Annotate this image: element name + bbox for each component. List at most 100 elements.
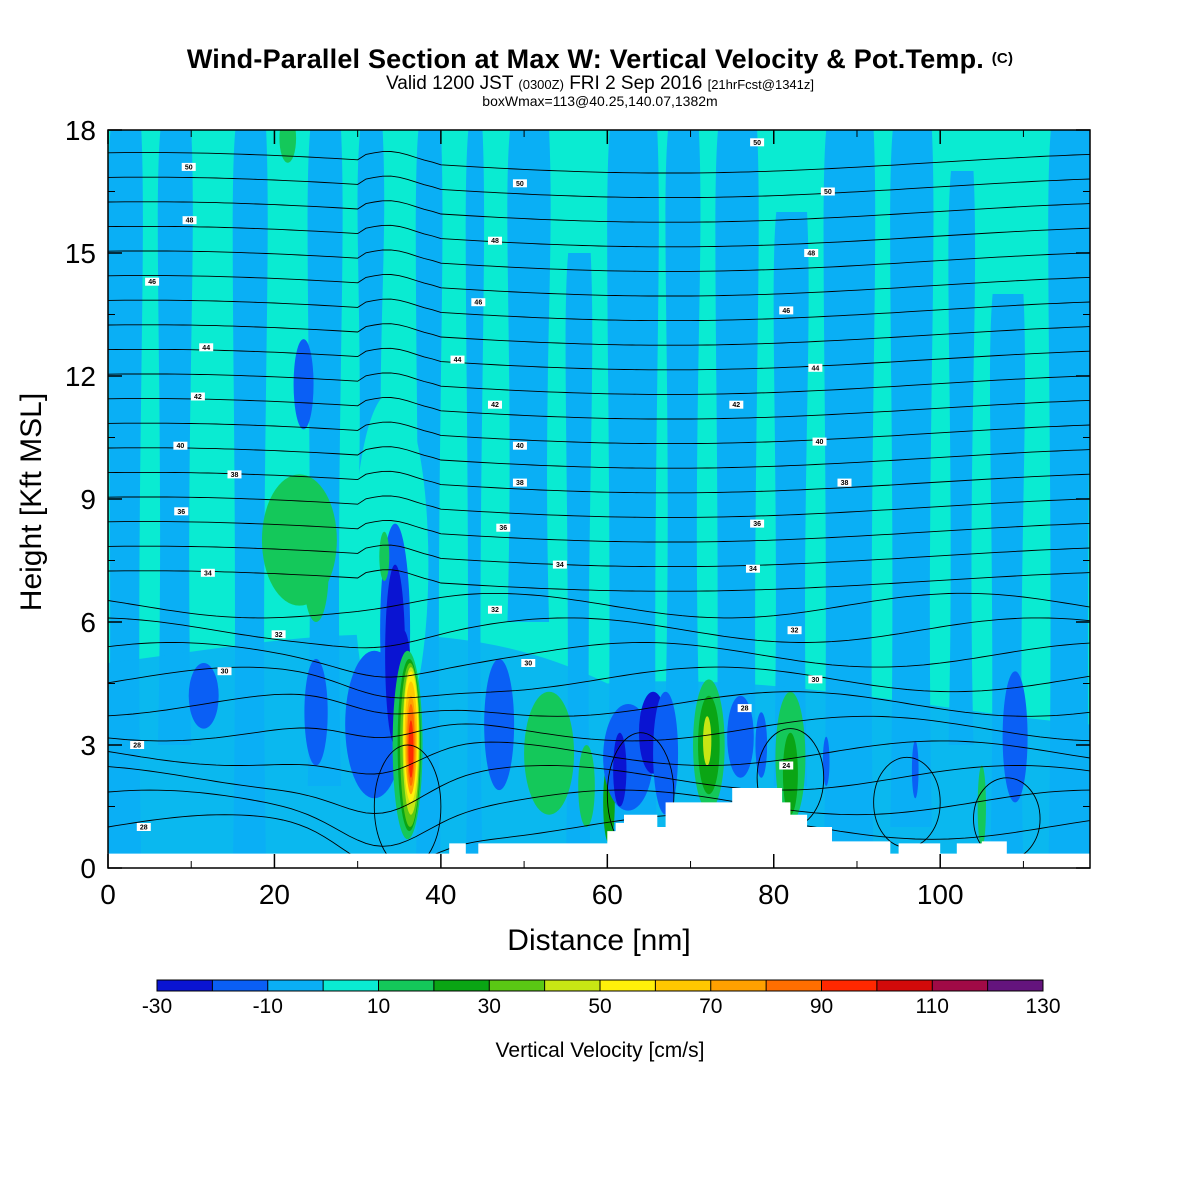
contour-label-box (512, 441, 527, 450)
contour-label-box (450, 355, 465, 364)
theta-contour-line (108, 347, 1090, 371)
velocity-cell (822, 736, 830, 787)
chart-subtitle: Valid 1200 JST (0300Z) FRI 2 Sep 2016 [2… (386, 73, 814, 94)
contour-label: 44 (202, 345, 210, 352)
velocity-cell (293, 339, 314, 430)
terrain-mask (108, 788, 1090, 868)
downdraft-band (665, 130, 701, 704)
contour-label: 36 (499, 525, 507, 532)
contour-label-box (729, 400, 744, 409)
contour-label-box (217, 667, 232, 676)
contour-label: 50 (824, 189, 832, 196)
theta-contour-line (108, 274, 1090, 297)
colorbar-swatch (267, 980, 324, 991)
velocity-cell (1002, 671, 1028, 803)
contour-label-box (787, 626, 802, 635)
theta-contour-line (108, 789, 1090, 847)
contour-label: 42 (732, 402, 740, 409)
theta-contour-line (108, 323, 1090, 346)
subtitle-fcst: [21hrFcst@1341z] (707, 77, 814, 92)
theta-contour-line (108, 520, 1090, 543)
contour-label-box (173, 441, 188, 450)
downdraft-band (1048, 130, 1090, 868)
x-tick-label: 40 (425, 879, 456, 910)
theta-contour-line (108, 175, 1090, 199)
contour-label-box (271, 630, 286, 639)
theta-contour-line (108, 592, 1090, 619)
theta-contour-line (108, 495, 1090, 518)
theta-contour-loop (373, 744, 442, 868)
contour-label-box (487, 605, 502, 614)
y-tick-label: 9 (80, 484, 96, 515)
theta-contour-line (108, 470, 1090, 494)
theta-contour-line (108, 224, 1090, 248)
y-tick-label: 3 (80, 730, 96, 761)
velocity-cell (304, 658, 328, 766)
contour-label-box (779, 306, 794, 315)
x-tick-label: 80 (758, 879, 789, 910)
contour-label-box (521, 659, 536, 667)
downdraft-band (507, 130, 551, 622)
colorbar-swatch (378, 980, 435, 991)
x-tick-label: 100 (917, 879, 964, 910)
contour-label: 48 (491, 238, 499, 245)
contour-label: 34 (556, 562, 564, 569)
contour-label: 30 (221, 669, 229, 676)
chart-title: Wind-Parallel Section at Max W: Vertical… (186, 44, 1014, 74)
contour-label-box (512, 478, 527, 487)
velocity-cell (408, 720, 414, 778)
colorbar-swatch (433, 980, 490, 991)
contour-label: 46 (148, 279, 156, 286)
colorbar-tick-label: -10 (253, 995, 283, 1018)
velocity-cell (379, 531, 390, 582)
contour-label-box (737, 704, 752, 713)
colorbar-swatch (655, 980, 712, 991)
theta-contour-line (108, 298, 1090, 322)
theta-contour-line (108, 151, 1090, 174)
velocity-cell (703, 716, 712, 766)
colorbar: -30 -10 10 30 50 70 90 110 130 (142, 979, 1061, 1018)
contour-label: 50 (753, 140, 761, 147)
contour-label-box (750, 138, 765, 147)
velocity-cell (279, 130, 297, 163)
velocity-cells (188, 130, 1028, 848)
downdraft-band (157, 130, 193, 745)
theta-contour-line (108, 642, 1090, 678)
colorbar-swatch (821, 980, 878, 991)
velocity-cell (977, 765, 986, 848)
downdraft-band (307, 130, 343, 786)
downdraft-band (890, 130, 934, 827)
contour-label-box (181, 162, 196, 171)
chart-boxinfo: boxWmax=113@40.25,140.07,1382m (482, 93, 718, 109)
theta-contour-line (108, 421, 1090, 445)
theta-contour-line (108, 666, 1090, 699)
colorbar-swatch (212, 980, 269, 991)
contour-label: 44 (811, 365, 819, 372)
x-tick-label: 20 (259, 879, 290, 910)
theta-contour-line (108, 740, 1090, 775)
y-tick-label: 12 (65, 361, 96, 392)
contour-label: 40 (816, 439, 824, 446)
contour-label: 42 (194, 394, 202, 401)
contour-label-box (174, 507, 189, 516)
y-tick-label: 18 (65, 115, 96, 146)
contour-label: 32 (275, 632, 283, 639)
theta-contour-line (108, 765, 1090, 814)
theta-contour-labels: 28 28 30 32 34 36 38 40 42 44 46 48 50 30 32 34 36 38 40 42… (130, 138, 852, 832)
contour-label: 36 (753, 521, 761, 528)
contour-label: 28 (140, 825, 148, 832)
velocity-cell (578, 745, 595, 827)
theta-contour-line (108, 372, 1090, 395)
colorbar-label: Vertical Velocity [cm/s] (496, 1039, 705, 1062)
contour-label: 28 (133, 743, 141, 750)
contour-label-box (745, 564, 760, 573)
contour-label-box (808, 363, 823, 372)
contour-label: 48 (186, 218, 194, 225)
colorbar-border (156, 979, 1044, 992)
theta-contour-line (108, 544, 1090, 568)
velocity-cell (303, 523, 329, 622)
theta-contours (108, 151, 1090, 868)
contour-label-box (487, 236, 502, 245)
